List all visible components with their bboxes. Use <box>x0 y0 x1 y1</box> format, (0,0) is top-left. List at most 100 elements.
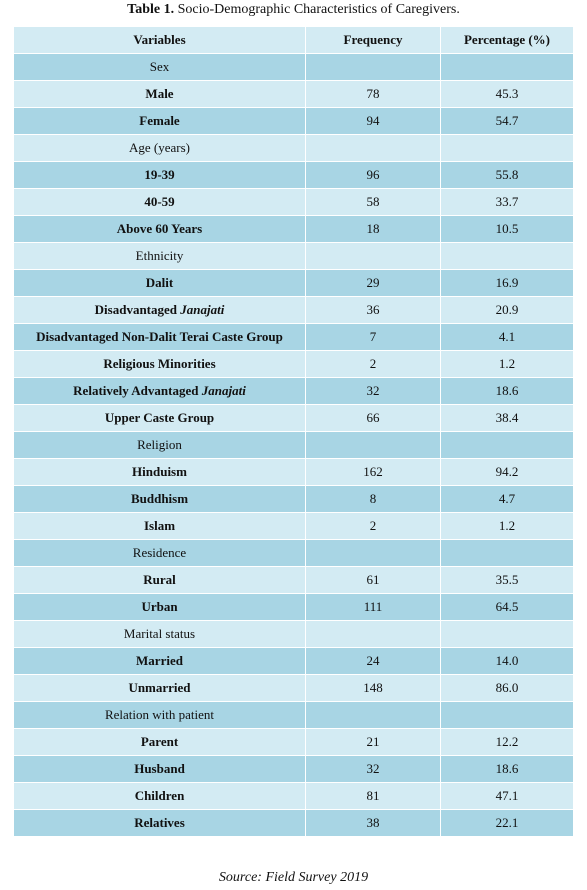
frequency-cell: 148 <box>305 674 441 702</box>
frequency-cell: 94 <box>305 107 441 135</box>
variable-text: Religious Minorities <box>103 356 216 371</box>
variable-text: 40-59 <box>144 194 175 209</box>
percentage-cell <box>440 539 574 567</box>
percentage-cell: 18.6 <box>440 377 574 405</box>
variable-text: Hinduism <box>132 464 187 479</box>
item-row: Religious Minorities 2 1.2 <box>13 350 574 378</box>
variable-cell: Relation with patient <box>13 701 306 729</box>
variable-cell: Buddhism <box>13 485 306 513</box>
percentage-cell: 54.7 <box>440 107 574 135</box>
percentage-cell: 38.4 <box>440 404 574 432</box>
variable-cell: Islam <box>13 512 306 540</box>
variable-text: Relatives <box>134 815 185 830</box>
variable-text: Islam <box>143 518 176 533</box>
column-header: Variables <box>13 26 306 54</box>
percentage-cell: 1.2 <box>440 512 574 540</box>
item-row: 19-39 96 55.8 <box>13 161 574 189</box>
table-caption: Socio-Demographic Characteristics of Car… <box>177 2 460 17</box>
group-row: Relation with patient <box>13 701 574 729</box>
item-row: Married 24 14.0 <box>13 647 574 675</box>
percentage-cell: 47.1 <box>440 782 574 810</box>
variable-part: Disadvantaged <box>94 302 181 317</box>
variable-text: Upper Caste Group <box>104 410 215 425</box>
frequency-cell: 162 <box>305 458 441 486</box>
variable-text: Rural <box>143 572 176 587</box>
variable-cell: Residence <box>13 539 306 567</box>
variable-text: Residence <box>132 545 187 560</box>
percentage-cell: 4.1 <box>440 323 574 351</box>
variable-cell: Age (years) <box>13 134 306 162</box>
item-row: Urban 111 64.5 <box>13 593 574 621</box>
source-note: Source: Field Survey 2019 <box>218 870 369 885</box>
variable-cell: 40-59 <box>13 188 306 216</box>
variable-text: Husband <box>134 761 185 776</box>
variable-cell: Religion <box>13 431 306 459</box>
frequency-cell: 32 <box>305 377 441 405</box>
frequency-cell <box>305 539 441 567</box>
table-title: Table 1. Socio-Demographic Characteristi… <box>0 2 587 18</box>
percentage-cell <box>440 134 574 162</box>
percentage-cell: 86.0 <box>440 674 574 702</box>
percentage-cell <box>440 53 574 81</box>
variable-cell: Hinduism <box>13 458 306 486</box>
variable-cell: Urban <box>13 593 306 621</box>
variable-cell: Sex <box>13 53 306 81</box>
variable-part: Janajati <box>180 302 225 317</box>
percentage-cell: 18.6 <box>440 755 574 783</box>
group-row: Ethnicity <box>13 242 574 270</box>
item-row: Relatively Advantaged Janajati 32 18.6 <box>13 377 574 405</box>
variable-text: 19-39 <box>144 167 175 182</box>
frequency-cell: 81 <box>305 782 441 810</box>
item-row: Rural 61 35.5 <box>13 566 574 594</box>
table-label: Table 1. <box>127 2 175 17</box>
variable-text: Urban <box>141 599 178 614</box>
variable-text: Ethnicity <box>135 248 184 263</box>
percentage-cell: 16.9 <box>440 269 574 297</box>
frequency-cell: 32 <box>305 755 441 783</box>
variable-cell: Children <box>13 782 306 810</box>
group-row: Marital status <box>13 620 574 648</box>
frequency-cell <box>305 431 441 459</box>
percentage-cell: 22.1 <box>440 809 574 837</box>
variable-cell: Unmarried <box>13 674 306 702</box>
frequency-cell: 61 <box>305 566 441 594</box>
item-row: Islam 2 1.2 <box>13 512 574 540</box>
percentage-cell: 94.2 <box>440 458 574 486</box>
group-row: Religion <box>13 431 574 459</box>
percentage-cell <box>440 620 574 648</box>
percentage-cell: 45.3 <box>440 80 574 108</box>
item-row: Husband 32 18.6 <box>13 755 574 783</box>
variable-part: Relatively Advantaged <box>73 383 202 398</box>
variable-text: Disadvantaged Non-Dalit Terai Caste Grou… <box>36 329 283 344</box>
group-row: Residence <box>13 539 574 567</box>
variable-text: Unmarried <box>128 680 191 695</box>
frequency-cell: 18 <box>305 215 441 243</box>
group-row: Age (years) <box>13 134 574 162</box>
variable-text: Children <box>134 788 185 803</box>
percentage-cell: 1.2 <box>440 350 574 378</box>
table: Variables Frequency Percentage (%) Sex Ma… <box>13 26 574 837</box>
variable-cell: Ethnicity <box>13 242 306 270</box>
item-row: Relatives 38 22.1 <box>13 809 574 837</box>
percentage-cell: 10.5 <box>440 215 574 243</box>
table-body: Sex Male 78 45.3 Female 94 54.7 Age (years) 19-3… <box>13 53 574 837</box>
frequency-cell: 24 <box>305 647 441 675</box>
frequency-cell: 2 <box>305 512 441 540</box>
frequency-cell <box>305 701 441 729</box>
group-row: Sex <box>13 53 574 81</box>
percentage-cell: 33.7 <box>440 188 574 216</box>
item-row: Disadvantaged Non-Dalit Terai Caste Grou… <box>13 323 574 351</box>
variable-text: Buddhism <box>130 491 189 506</box>
item-row: Female 94 54.7 <box>13 107 574 135</box>
variable-cell: Above 60 Years <box>13 215 306 243</box>
variable-cell: 19-39 <box>13 161 306 189</box>
item-row: Children 81 47.1 <box>13 782 574 810</box>
variable-cell: Religious Minorities <box>13 350 306 378</box>
frequency-cell <box>305 134 441 162</box>
variable-text: Above 60 Years <box>116 221 203 236</box>
item-row: Above 60 Years 18 10.5 <box>13 215 574 243</box>
percentage-cell: 4.7 <box>440 485 574 513</box>
variable-cell: Upper Caste Group <box>13 404 306 432</box>
frequency-cell: 29 <box>305 269 441 297</box>
